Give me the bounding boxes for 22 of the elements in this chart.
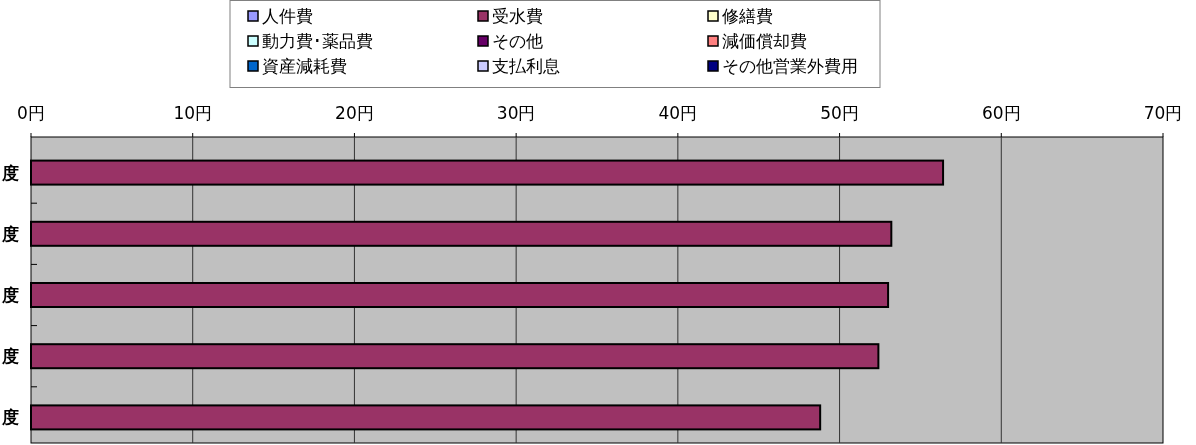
y-tick-label: 度 [1,285,19,305]
legend-label: 減価償却費 [722,31,807,51]
x-tick-label: 70円 [1143,103,1183,123]
legend-label: 受水費 [492,6,543,26]
x-tick-label: 0円 [17,103,45,123]
x-tick-label: 60円 [981,103,1021,123]
x-tick-label: 50円 [820,103,859,123]
legend-label: 資産減耗費 [262,56,347,76]
legend-label: 修繕費 [722,6,773,26]
y-tick-label: 度 [1,223,19,244]
legend-label: 人件費 [262,6,313,26]
legend-label: その他営業外費用 [722,56,858,76]
y-tick-label: 度 [1,346,19,367]
x-tick-label: 20円 [335,103,374,123]
x-tick-label: 10円 [173,103,213,123]
legend-label: 支払利息 [492,56,560,76]
y-tick-label: 度 [1,407,19,428]
legend-label: その他 [492,31,543,51]
x-tick-label: 40円 [658,103,698,123]
x-tick-label: 30円 [496,103,536,123]
y-tick-label: 度 [1,162,19,183]
legend-label: 動力費･薬品費 [262,31,373,51]
